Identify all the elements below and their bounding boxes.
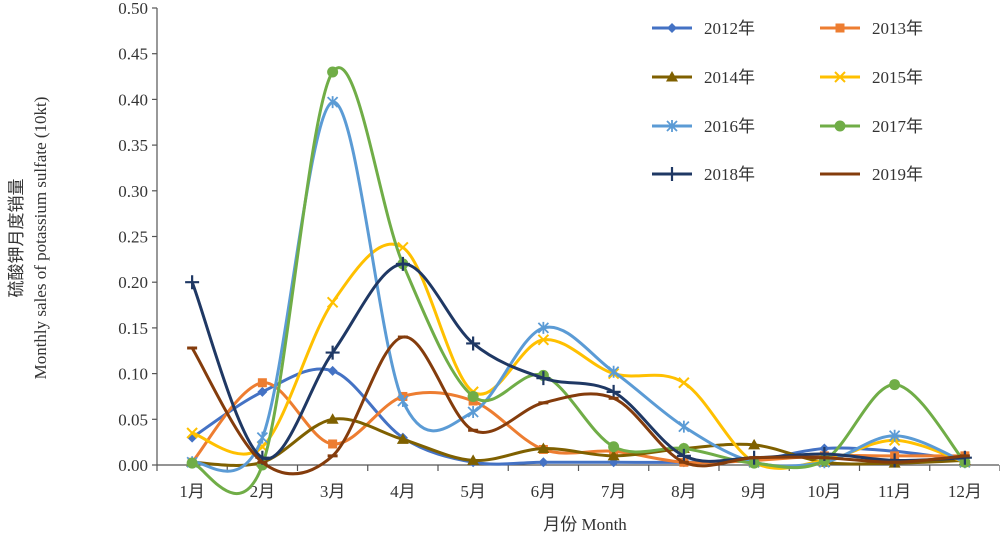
x-tick-label: 8月: [671, 482, 697, 501]
series-2: [187, 378, 970, 467]
data-point: [186, 457, 198, 469]
legend-item: 2017年: [820, 117, 923, 136]
legend-label: 2014年: [704, 68, 755, 87]
legend-marker: [834, 120, 846, 132]
data-point: [678, 443, 690, 455]
x-tick-label: 4月: [390, 482, 416, 501]
data-point: [325, 345, 340, 360]
x-tick-label: 11月: [878, 482, 911, 501]
data-point: [326, 296, 339, 309]
y-tick-label: 0.25: [118, 228, 148, 247]
data-point: [537, 334, 550, 346]
data-point: [678, 377, 690, 389]
data-point: [536, 371, 551, 386]
series-8: [187, 335, 970, 476]
series-6: [186, 66, 971, 495]
x-tick-label: 12月: [948, 482, 982, 501]
y-tick-label: 0.30: [118, 182, 148, 201]
x-tick-label: 1月: [179, 482, 205, 501]
legend-item: 2012年: [652, 19, 755, 38]
x-tick-label: 6月: [531, 482, 557, 501]
legend-item: 2018年: [652, 165, 755, 184]
data-point: [326, 413, 339, 424]
legend-item: 2016年: [652, 117, 755, 136]
data-point: [327, 365, 338, 376]
legend-item: 2013年: [820, 19, 923, 38]
y-ticks: 0.00 0.05 0.10 0.15 0.20 0.25 0.30 0.35 0.40 0.45…: [118, 0, 157, 475]
x-tick-label: 3月: [320, 482, 346, 501]
legend-marker: [667, 23, 677, 33]
data-point: [186, 427, 198, 439]
y-tick-label: 0.10: [118, 365, 148, 384]
y-tick-label: 0.20: [118, 273, 148, 292]
x-ticks: 1月 2月 3月 4月 5月 6月 7月 8月 9月 10月 11月 12月: [156, 465, 1000, 501]
legend: 2012年 2013年 2014年 2015年 2016年 2017年 2018年 2019年: [652, 19, 923, 184]
data-point: [466, 336, 481, 351]
data-point: [328, 439, 338, 449]
series-line: [190, 100, 967, 473]
x-tick-label: 2月: [250, 482, 276, 501]
data-point: [395, 256, 410, 271]
data-point: [467, 390, 479, 402]
data-point: [887, 453, 902, 468]
legend-label: 2015年: [872, 68, 923, 87]
data-point: [185, 275, 200, 290]
y-axis-title-en: Monthly sales of potassium sulfate (10kt…: [31, 97, 50, 380]
data-point: [467, 405, 479, 418]
legend-marker: [665, 167, 679, 181]
data-point: [256, 431, 269, 444]
data-point: [608, 441, 620, 453]
y-tick-label: 0.15: [118, 319, 148, 338]
data-point: [889, 379, 901, 391]
y-tick-label: 0.05: [118, 410, 148, 429]
legend-item: 2014年: [652, 68, 755, 87]
data-point: [326, 96, 339, 109]
data-point: [678, 420, 690, 433]
y-axis-title-cn: 硫酸钾月度销量: [7, 179, 26, 298]
legend-label: 2013年: [872, 19, 923, 38]
legend-item: 2015年: [820, 68, 923, 87]
data-point: [676, 448, 691, 463]
x-tick-label: 9月: [741, 482, 767, 501]
legend-label: 2017年: [872, 117, 923, 136]
data-point: [888, 429, 901, 442]
legend-label: 2018年: [704, 165, 755, 184]
data-point: [467, 454, 480, 465]
data-point: [257, 386, 268, 397]
legend-marker: [835, 23, 845, 33]
data-point: [257, 378, 267, 388]
y-tick-label: 0.40: [118, 90, 148, 109]
y-tick-label: 0.00: [118, 456, 148, 475]
x-tick-label: 10月: [807, 482, 841, 501]
legend-label: 2019年: [872, 165, 923, 184]
series-line: [190, 417, 967, 467]
legend-marker: [666, 120, 678, 132]
data-point: [537, 321, 550, 334]
x-tick-label: 7月: [601, 482, 627, 501]
y-tick-label: 0.35: [118, 136, 148, 155]
data-point: [607, 365, 620, 378]
y-tick-label: 0.45: [118, 45, 148, 64]
data-point: [397, 395, 409, 408]
legend-marker: [666, 71, 678, 82]
x-axis-title: 月份 Month: [543, 515, 627, 534]
series-5: [186, 96, 971, 473]
legend-label: 2012年: [704, 19, 755, 38]
legend-label: 2016年: [704, 117, 755, 136]
y-axis-title: 硫酸钾月度销量 Monthly sales of potassium sulfa…: [7, 97, 50, 380]
data-point: [396, 433, 409, 444]
data-point: [537, 442, 550, 454]
data-point: [606, 384, 621, 399]
data-point: [327, 66, 339, 78]
series-group: [185, 66, 972, 495]
legend-marker: [834, 71, 846, 83]
x-tick-label: 5月: [460, 482, 486, 501]
data-point: [748, 438, 761, 450]
data-point: [607, 449, 620, 461]
y-tick-label: 0.50: [118, 0, 148, 18]
data-point: [538, 457, 549, 468]
legend-item: 2019年: [820, 165, 923, 184]
series-7: [185, 256, 972, 468]
